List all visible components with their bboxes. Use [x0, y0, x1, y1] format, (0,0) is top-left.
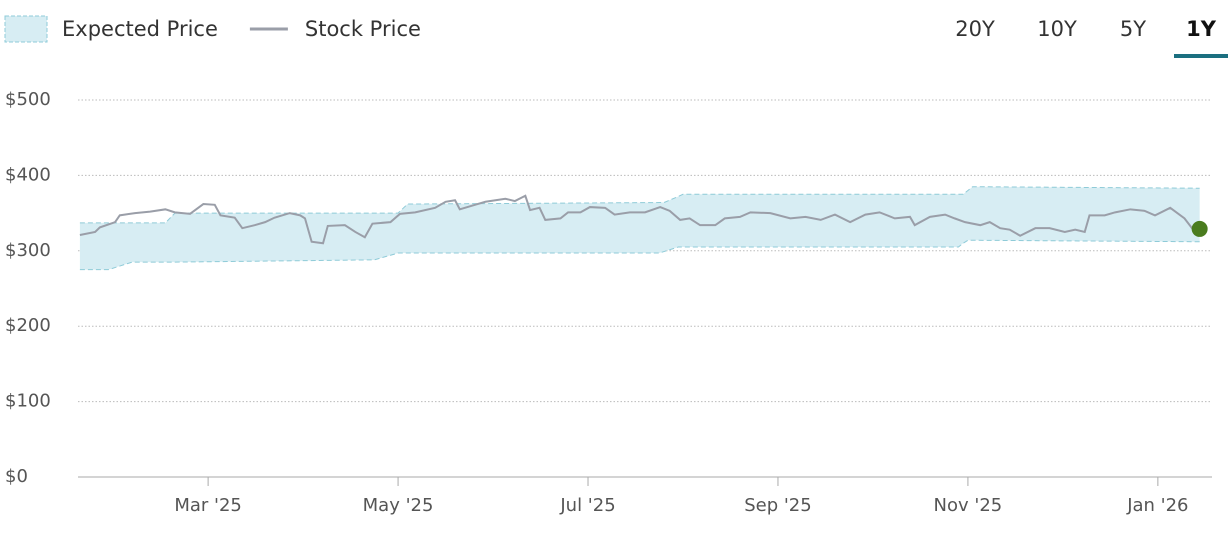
y-tick-label: $500 — [5, 89, 51, 110]
range-button[interactable]: 1Y — [1186, 17, 1217, 41]
band-upper — [79, 186, 1200, 224]
y-tick-label: $400 — [5, 164, 51, 185]
x-tick-label: May '25 — [363, 495, 434, 516]
x-tick-label: Sep '25 — [744, 495, 812, 516]
stock-line — [79, 194, 1201, 245]
legend-label: Stock Price — [305, 17, 421, 41]
range-button[interactable]: 20Y — [955, 17, 995, 41]
legend-swatch — [4, 15, 48, 43]
y-tick-label: $200 — [5, 315, 51, 336]
band-lower — [79, 239, 1200, 271]
y-tick-label: $100 — [5, 391, 51, 412]
last-price-dot — [1191, 220, 1208, 237]
range-button[interactable]: 5Y — [1120, 17, 1146, 41]
range-underline — [1174, 54, 1228, 58]
x-tick-label: Nov '25 — [934, 495, 1003, 516]
x-tick-label: Jul '25 — [559, 495, 615, 516]
x-tick-label: Mar '25 — [174, 495, 242, 516]
y-tick-label: $0 — [5, 466, 28, 487]
range-button[interactable]: 10Y — [1037, 17, 1077, 41]
x-tick-label: Jan '26 — [1126, 495, 1188, 516]
expected-band — [79, 186, 1200, 270]
y-tick-label: $300 — [5, 240, 51, 261]
legend-label: Expected Price — [62, 17, 218, 41]
